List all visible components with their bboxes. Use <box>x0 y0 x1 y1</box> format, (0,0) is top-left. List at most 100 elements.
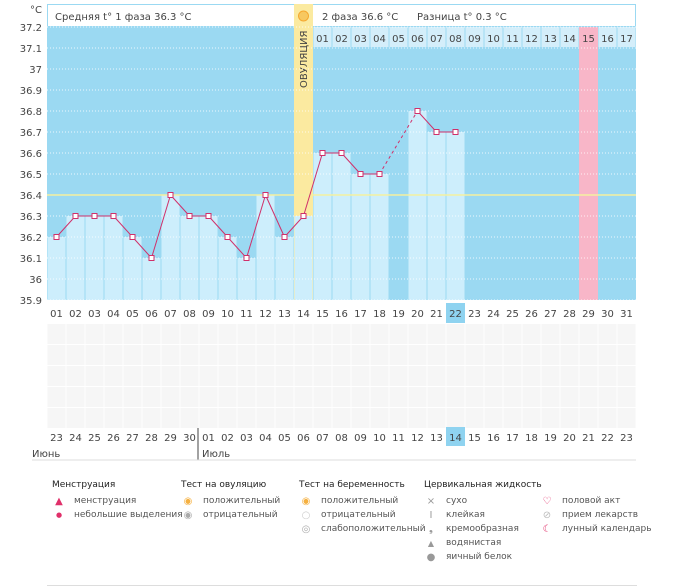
symptom-cell <box>370 324 389 344</box>
symptom-cell <box>275 408 294 428</box>
symptom-cell <box>142 387 161 407</box>
symptom-cell <box>313 387 332 407</box>
egg-white-icon: ● <box>426 551 436 563</box>
phase1-average: Средняя t° 1 фаза 36.3 °C <box>55 12 192 23</box>
temperature-bar <box>47 237 66 300</box>
symptom-cell <box>484 387 503 407</box>
temperature-point <box>414 108 421 114</box>
symptom-cell <box>446 324 465 344</box>
symptom-cell <box>161 387 180 407</box>
symptom-cell <box>256 387 275 407</box>
symptom-cell <box>389 324 408 344</box>
date-label: 03 <box>240 433 253 444</box>
temperature-line-segment <box>208 215 228 238</box>
symptom-cell <box>313 324 332 344</box>
symptom-cell <box>446 345 465 365</box>
symptom-cell <box>541 324 560 344</box>
symptom-cell <box>237 345 256 365</box>
cycle-day-label: 15 <box>316 309 329 320</box>
date-label: 19 <box>544 433 557 444</box>
legend-title: Цервикальная жидкость <box>424 480 542 490</box>
symptom-cell <box>427 408 446 428</box>
symptom-cell <box>617 387 636 407</box>
symptom-cell <box>484 345 503 365</box>
temperature-line-segment <box>113 215 133 238</box>
phase2-day-label: 13 <box>544 34 557 45</box>
cycle-day-label: 07 <box>164 309 177 320</box>
symptom-cell <box>275 345 294 365</box>
month-label: Июнь <box>32 449 60 460</box>
legend-item: отрицательный <box>321 510 396 520</box>
symptom-cell <box>104 408 123 428</box>
symptom-cell <box>104 324 123 344</box>
date-label: 10 <box>373 433 386 444</box>
legend-item: кремообразная <box>446 524 519 534</box>
temperature-point <box>110 213 117 219</box>
legend-item: лунный календарь <box>562 524 652 534</box>
moon-icon: ☾ <box>542 523 552 535</box>
symptom-cell <box>313 345 332 365</box>
y-tick-label: 36.6 <box>20 149 42 160</box>
cycle-day-label: 30 <box>601 309 614 320</box>
symptom-cell <box>370 345 389 365</box>
cycle-day-label: 28 <box>563 309 576 320</box>
symptom-cell <box>123 324 142 344</box>
positive-icon: ◉ <box>301 495 311 507</box>
phase2-day-cell <box>408 27 427 47</box>
date-label: 20 <box>563 433 576 444</box>
phase2-day-cell <box>484 27 503 47</box>
temperature-bar <box>256 195 275 300</box>
symptom-cell <box>541 387 560 407</box>
menstruation-icon: ▲ <box>55 495 63 507</box>
symptom-cell <box>332 366 351 386</box>
temperature-line-segment <box>379 110 418 175</box>
cycle-day-label: 25 <box>506 309 519 320</box>
symptom-cell <box>617 366 636 386</box>
date-label: 28 <box>145 433 158 444</box>
symptom-cell <box>199 366 218 386</box>
cycle-day-label: 08 <box>183 309 196 320</box>
symptom-cell <box>370 366 389 386</box>
date-label: 18 <box>525 433 538 444</box>
temperature-point <box>129 234 136 240</box>
date-label: 23 <box>620 433 633 444</box>
phase2-day-label: 06 <box>411 34 424 45</box>
symptom-cell <box>446 366 465 386</box>
date-label: 07 <box>316 433 329 444</box>
phase2-day-cell <box>541 27 560 47</box>
phase2-day-label: 14 <box>563 34 576 45</box>
symptom-cell <box>389 387 408 407</box>
symptom-cell <box>522 324 541 344</box>
temperature-bar <box>351 174 370 300</box>
symptom-cell <box>541 366 560 386</box>
phase2-day-cell <box>351 27 370 47</box>
symptom-cell <box>465 345 484 365</box>
temperature-line-segment <box>170 194 190 217</box>
temperature-point <box>376 171 383 177</box>
phase2-day-label: 15 <box>582 34 595 45</box>
phase2-day-cell <box>579 27 598 47</box>
temperature-bar <box>142 258 161 300</box>
symptom-cell <box>180 324 199 344</box>
phase2-day-cell <box>598 27 617 47</box>
symptom-cell <box>180 408 199 428</box>
symptom-cell <box>123 408 142 428</box>
symptom-cell <box>503 366 522 386</box>
heart-icon: ♡ <box>542 495 552 507</box>
cycle-day-label: 14 <box>297 309 310 320</box>
symptom-cell <box>218 387 237 407</box>
symptom-cell <box>465 387 484 407</box>
symptom-cell <box>85 366 104 386</box>
temperature-point <box>148 255 155 261</box>
symptom-cell <box>389 408 408 428</box>
symptom-cell <box>579 387 598 407</box>
symptom-cell <box>256 408 275 428</box>
symptom-cell <box>161 345 180 365</box>
date-label: 25 <box>88 433 101 444</box>
symptom-cell <box>313 408 332 428</box>
temperature-point <box>281 234 288 240</box>
cycle-day-label: 01 <box>50 309 63 320</box>
symptom-cell <box>579 366 598 386</box>
symptom-cell <box>465 408 484 428</box>
symptom-cell <box>294 387 313 407</box>
